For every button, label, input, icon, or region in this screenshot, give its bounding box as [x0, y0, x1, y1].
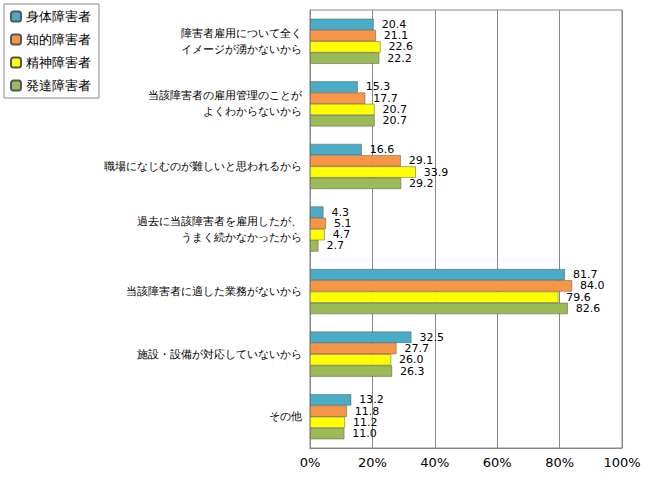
svg-text:うまく続かなかったから: うまく続かなかったから [181, 231, 302, 244]
svg-text:22.6: 22.6 [388, 40, 413, 54]
svg-text:施設・設備が対応していないから: 施設・設備が対応していないから [137, 348, 302, 361]
svg-text:2.7: 2.7 [326, 239, 344, 252]
svg-text:81.7: 81.7 [572, 268, 598, 282]
svg-text:身体障害者: 身体障害者 [26, 9, 91, 24]
svg-text:職場になじむのが難しいと思われるから: 職場になじむのが難しいと思われるから [104, 160, 302, 173]
svg-text:22.2: 22.2 [387, 52, 412, 65]
svg-text:4.7: 4.7 [332, 228, 351, 242]
svg-text:4.3: 4.3 [331, 205, 349, 219]
svg-text:知的障害者: 知的障害者 [26, 32, 91, 47]
svg-text:100%: 100% [603, 455, 640, 470]
svg-text:よくわからないから: よくわからないから [203, 105, 302, 118]
svg-text:発達障害者: 発達障害者 [26, 78, 91, 93]
svg-text:イメージが湧かないから: イメージが湧かないから [181, 43, 302, 56]
svg-text:20.7: 20.7 [382, 103, 408, 116]
svg-text:60%: 60% [483, 455, 512, 470]
svg-text:79.6: 79.6 [566, 290, 591, 304]
svg-text:29.2: 29.2 [409, 177, 434, 190]
svg-text:11.2: 11.2 [352, 415, 378, 429]
svg-text:27.7: 27.7 [404, 342, 429, 355]
svg-text:15.3: 15.3 [365, 80, 391, 94]
svg-text:40%: 40% [420, 455, 449, 470]
svg-text:33.9: 33.9 [423, 165, 449, 179]
svg-text:17.7: 17.7 [373, 91, 398, 105]
svg-text:11.8: 11.8 [354, 404, 380, 418]
svg-text:84.0: 84.0 [580, 279, 605, 293]
svg-text:0%: 0% [300, 455, 321, 470]
svg-text:その他: その他 [269, 410, 302, 423]
svg-text:21.1: 21.1 [383, 29, 409, 43]
svg-text:80%: 80% [545, 455, 574, 470]
svg-text:82.6: 82.6 [576, 302, 601, 315]
svg-text:29.1: 29.1 [408, 154, 434, 168]
svg-text:当該障害者の雇用管理のことが: 当該障害者の雇用管理のことが [148, 89, 303, 102]
svg-text:20%: 20% [358, 455, 387, 470]
svg-text:20.4: 20.4 [381, 17, 407, 31]
svg-text:障害者雇用について全く: 障害者雇用について全く [181, 27, 302, 40]
svg-text:20.7: 20.7 [383, 114, 408, 127]
svg-text:5.1: 5.1 [333, 216, 352, 230]
svg-text:過去に当該障害者を雇用したが、: 過去に当該障害者を雇用したが、 [137, 215, 302, 228]
svg-text:26.3: 26.3 [400, 365, 425, 378]
svg-text:当該障害者に適した業務がないから: 当該障害者に適した業務がないから [126, 285, 302, 298]
svg-text:精神障害者: 精神障害者 [26, 55, 91, 70]
svg-text:16.6: 16.6 [370, 143, 395, 156]
svg-text:26.0: 26.0 [399, 353, 424, 367]
svg-text:11.0: 11.0 [352, 427, 377, 440]
svg-text:32.5: 32.5 [419, 330, 444, 344]
svg-text:13.2: 13.2 [359, 393, 384, 407]
